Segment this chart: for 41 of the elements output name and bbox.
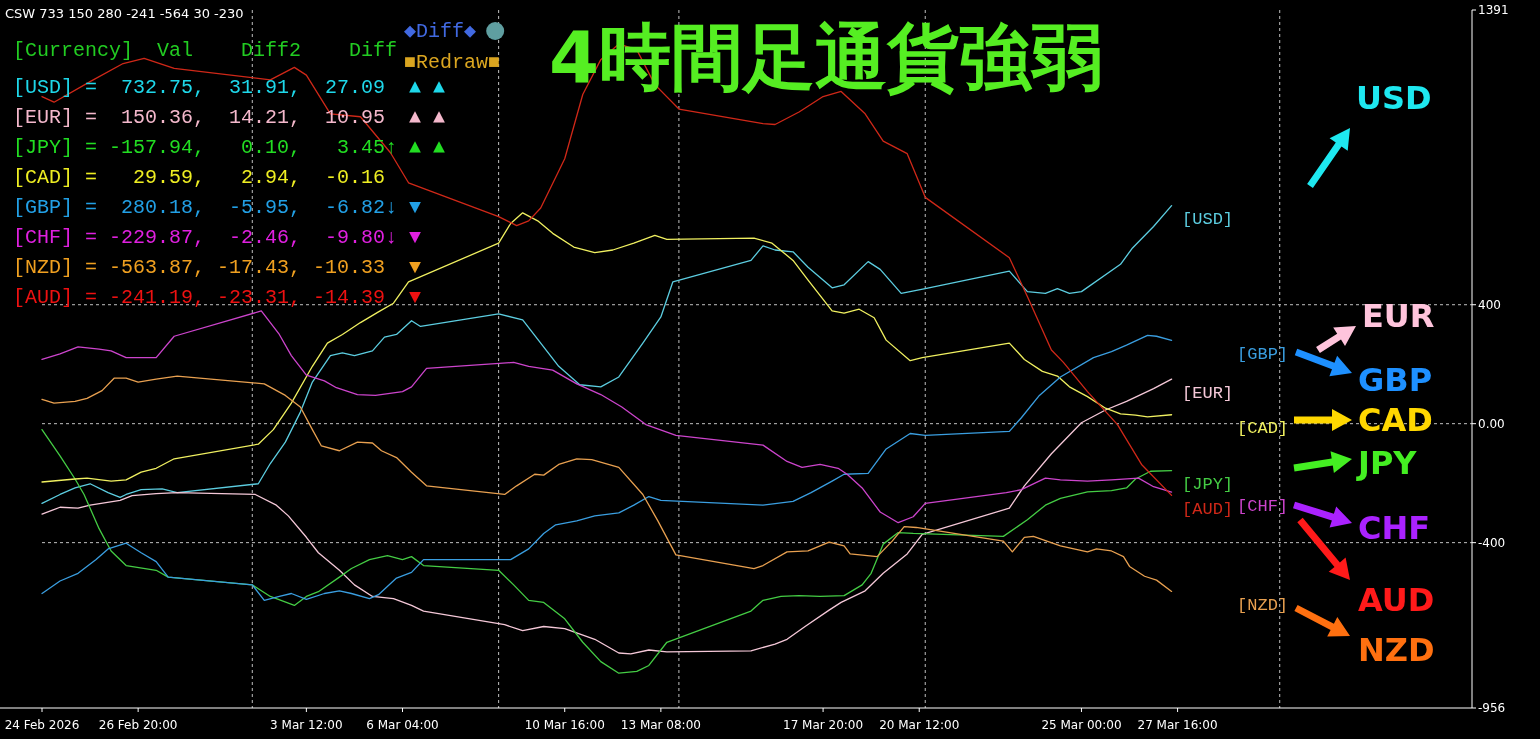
annotation: [GBP] = 280.18, -5.95, -6.82↓ ▼ (13, 195, 422, 219)
x-tick-label: 13 Mar 08:00 (620, 718, 701, 732)
annotation: JPY (1356, 444, 1418, 482)
annotation: [AUD] = -241.19, -23.31, -14.39 ▼ (13, 285, 422, 309)
x-tick-label: 26 Feb 20:00 (98, 718, 178, 732)
annotation: NZD (1358, 631, 1435, 669)
x-tick-label: 10 Mar 16:00 (524, 718, 605, 732)
annotation: EUR (1362, 297, 1435, 335)
annotation: [NZD] = -563.87, -17.43, -10.33 ▼ (13, 255, 422, 279)
y-tick-label: -956 (1478, 701, 1506, 715)
y-tick-label: 0.00 (1478, 416, 1505, 431)
series-label: [AUD] (1182, 499, 1234, 519)
annotation: AUD (1358, 581, 1435, 619)
y-tick-label: 400 (1478, 297, 1501, 312)
annotation: GBP (1358, 361, 1433, 399)
annotation: ◆Diff◆ (404, 19, 477, 43)
annotation: CAD (1358, 401, 1433, 439)
annotation: [Currency] Val Diff2 Diff (13, 38, 398, 62)
x-tick-label: 17 Mar 20:00 (783, 718, 864, 732)
x-tick-label: 6 Mar 04:00 (366, 718, 439, 732)
x-tick-label: 25 Mar 00:00 (1041, 718, 1122, 732)
text: [NZD] (1237, 595, 1289, 615)
annotation: CHF (1358, 509, 1431, 547)
series-label: [USD] (1182, 210, 1234, 230)
x-tick-label: 24 Feb 2026 (4, 718, 80, 732)
annotation: USD (1356, 79, 1432, 117)
text: [CAD] (1237, 419, 1289, 439)
x-tick-label: 27 Mar 16:00 (1137, 718, 1218, 732)
annotation: [USD] = 732.75, 31.91, 27.09 ▲ ▲ (13, 75, 446, 99)
x-tick-label: 20 Mar 12:00 (879, 718, 960, 732)
annotation: [CAD] = 29.59, 2.94, -0.16 (13, 165, 386, 189)
annotation: [CHF] = -229.87, -2.46, -9.80↓ ▼ (13, 225, 422, 249)
y-tick-label: -400 (1478, 535, 1506, 550)
text: [CHF] (1237, 496, 1289, 516)
annotation: ■Redraw■ (404, 50, 501, 74)
x-tick-label: 3 Mar 12:00 (270, 718, 343, 732)
annotation: CSW 733 150 280 -241 -564 30 -230 (5, 5, 244, 21)
series-label: [EUR] (1182, 383, 1234, 403)
y-tick-label: 1391 (1478, 3, 1509, 17)
text: [GBP] (1237, 344, 1289, 364)
series-label: [JPY] (1182, 475, 1234, 495)
